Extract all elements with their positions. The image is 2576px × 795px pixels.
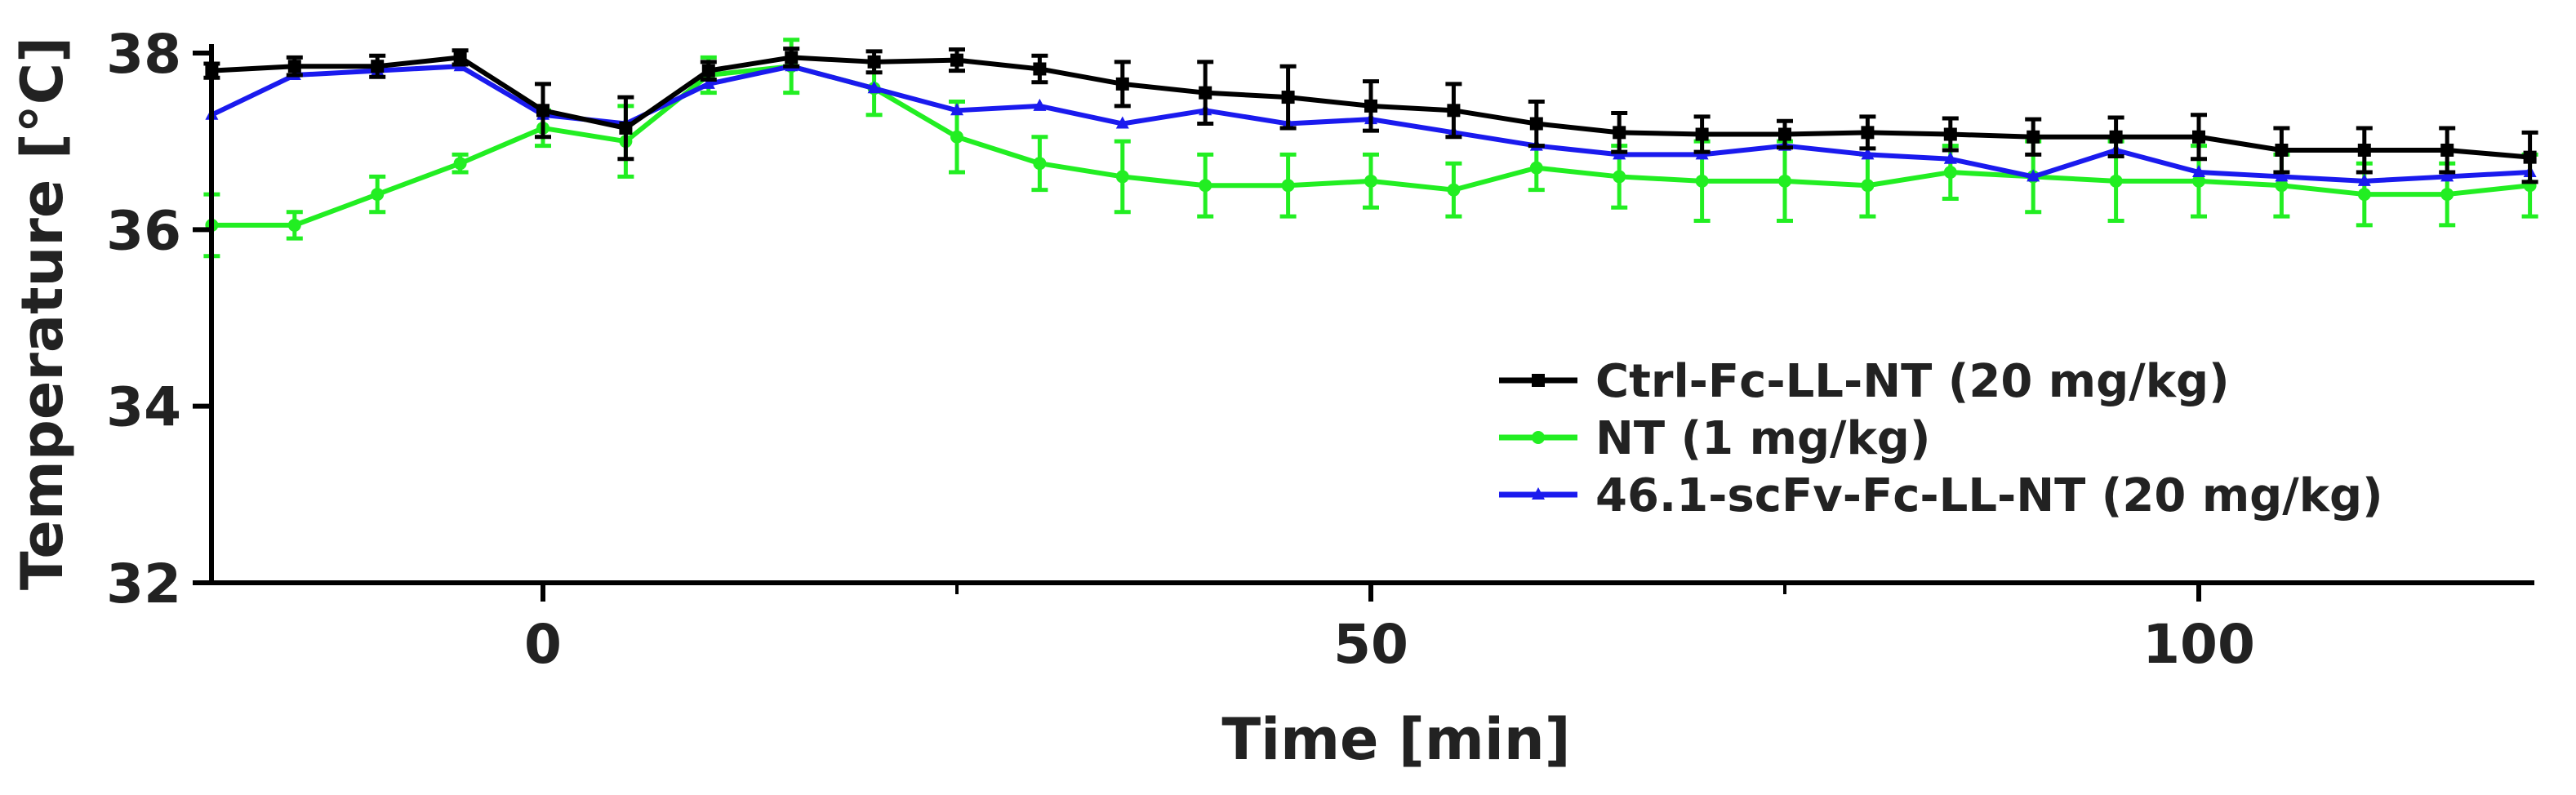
data-point xyxy=(2275,169,2289,182)
data-point xyxy=(1115,77,1129,91)
data-point xyxy=(2275,143,2289,157)
y-tick-label: 38 xyxy=(106,23,181,86)
data-point xyxy=(1199,86,1212,100)
data-point xyxy=(2109,174,2123,188)
data-point xyxy=(1861,126,1875,140)
data-point xyxy=(1778,127,1791,141)
data-point xyxy=(950,130,963,144)
data-point xyxy=(1199,179,1212,193)
data-point xyxy=(2027,169,2040,182)
legend-item: NT (1 mg/kg) xyxy=(1499,412,1930,465)
data-point xyxy=(619,121,633,135)
data-point xyxy=(2357,143,2371,157)
data-point xyxy=(1364,99,1377,113)
data-point xyxy=(867,81,881,94)
data-point xyxy=(536,104,549,118)
data-point xyxy=(2357,188,2371,202)
y-axis-title: Temperature [°C] xyxy=(9,37,76,590)
y-tick-label: 32 xyxy=(106,553,181,615)
data-point xyxy=(2275,179,2289,193)
data-point xyxy=(1033,157,1047,171)
data-point xyxy=(1364,174,1377,188)
data-point xyxy=(867,55,881,69)
data-point xyxy=(2523,150,2537,164)
data-point xyxy=(1613,170,1626,184)
data-point xyxy=(287,218,301,232)
legend-label: 46.1-scFv-Fc-LL-NT (20 mg/kg) xyxy=(1595,469,2383,522)
data-point xyxy=(1613,126,1626,140)
legend-item: 46.1-scFv-Fc-LL-NT (20 mg/kg) xyxy=(1499,469,2383,522)
series-layer xyxy=(203,38,2538,259)
data-point xyxy=(1778,174,1791,188)
data-point xyxy=(2440,188,2454,202)
data-point xyxy=(1861,147,1875,160)
x-tick-label: 100 xyxy=(2142,613,2255,676)
legend-item: Ctrl-Fc-LL-NT (20 mg/kg) xyxy=(1499,355,2230,408)
data-point xyxy=(1943,166,1957,180)
series-nt xyxy=(203,38,2538,259)
legend-marker xyxy=(1532,431,1545,444)
data-point xyxy=(1115,116,1129,129)
data-point xyxy=(1695,174,1709,188)
y-tick-label: 36 xyxy=(106,199,181,262)
data-point xyxy=(701,76,715,89)
data-point xyxy=(1281,179,1295,193)
data-point xyxy=(1695,127,1709,141)
data-point xyxy=(2027,130,2040,144)
data-point xyxy=(1529,161,1543,175)
data-point xyxy=(2440,143,2454,157)
y-tick-label: 34 xyxy=(106,376,181,439)
x-axis-title: Time [min] xyxy=(1221,706,1570,773)
data-point xyxy=(1115,170,1129,184)
data-point xyxy=(371,60,385,73)
data-point xyxy=(1281,91,1295,104)
data-point xyxy=(453,157,467,171)
data-point xyxy=(1529,117,1543,131)
data-point xyxy=(1447,104,1461,118)
data-point xyxy=(1033,98,1047,111)
legend: Ctrl-Fc-LL-NT (20 mg/kg)NT (1 mg/kg)46.1… xyxy=(1499,355,2383,522)
legend-label: NT (1 mg/kg) xyxy=(1595,412,1930,465)
data-point xyxy=(2192,165,2205,178)
x-tick-label: 50 xyxy=(1333,613,1408,676)
data-point xyxy=(2357,173,2371,186)
data-point xyxy=(1943,127,1957,141)
legend-marker xyxy=(1532,487,1545,500)
data-point xyxy=(1943,151,1957,164)
data-point xyxy=(1447,183,1461,197)
data-point xyxy=(287,60,301,73)
data-point xyxy=(785,51,799,64)
data-point xyxy=(950,103,963,116)
data-point xyxy=(701,64,715,78)
legend-marker xyxy=(1532,374,1545,387)
data-point xyxy=(2440,169,2454,182)
data-point xyxy=(2192,130,2205,144)
data-point xyxy=(371,188,385,202)
data-point xyxy=(2109,130,2123,144)
data-point xyxy=(1861,179,1875,193)
x-tick-label: 0 xyxy=(524,613,562,676)
data-point xyxy=(950,53,963,67)
data-point xyxy=(453,51,467,64)
series-ctrl-fc-ll-nt xyxy=(203,47,2538,184)
legend-label: Ctrl-Fc-LL-NT (20 mg/kg) xyxy=(1595,355,2230,408)
data-point xyxy=(2192,174,2205,188)
data-point xyxy=(1033,62,1047,76)
ticks-layer: 32 34 36 38 0 50 100 xyxy=(106,23,2255,676)
